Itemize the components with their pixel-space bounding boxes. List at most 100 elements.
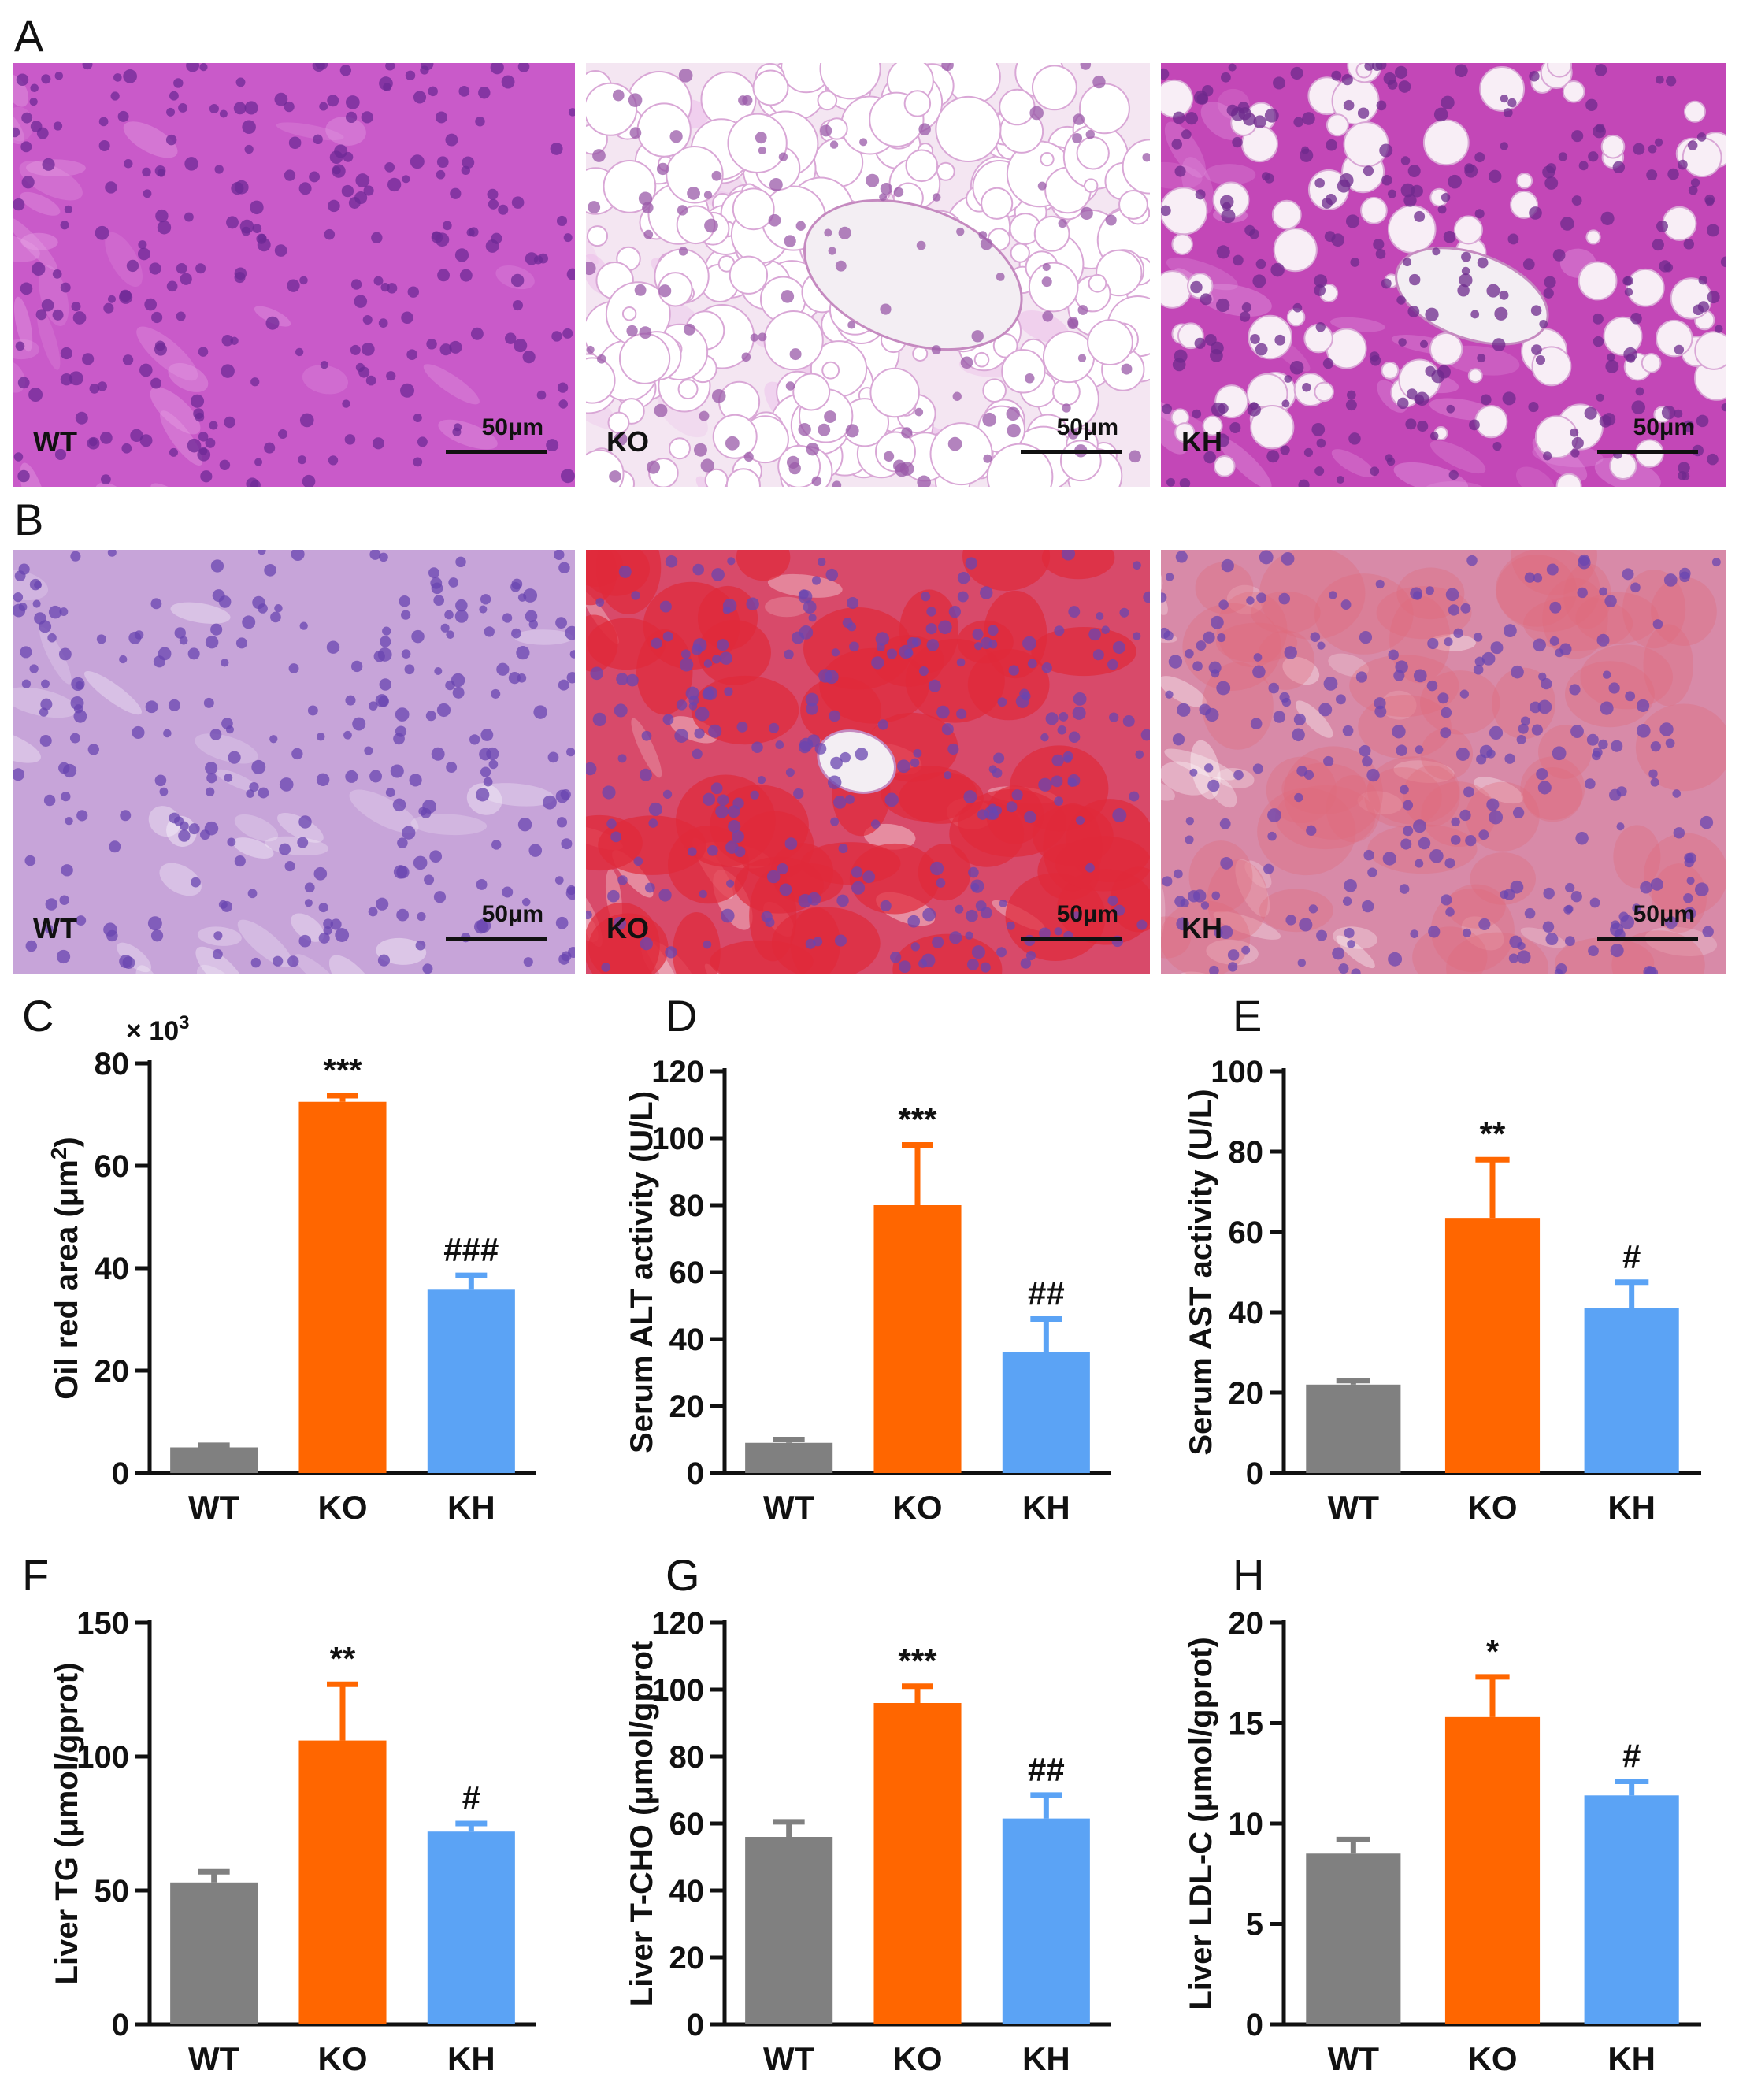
y-tick-label: 0 (112, 2008, 129, 2042)
y-tick-label: 20 (95, 1354, 130, 1389)
panel-letter-a: A (14, 11, 44, 61)
micrograph-b-ko: KO 50μm (586, 550, 1150, 974)
y-tick-label: 60 (95, 1149, 130, 1184)
y-axis-label: Liver T-CHO (μmol/gprot (625, 1641, 659, 2006)
bar-wt (745, 1837, 833, 2024)
bar-ko (298, 1740, 387, 2024)
y-tick-label: 0 (687, 1456, 704, 1491)
x-tick-label: KO (318, 2040, 368, 2077)
chart-d-serum-alt: 0 20 40 60 80 100 120 Serum ALT activity (U/L) W… (606, 1048, 1126, 1544)
x-tick-label: KH (1022, 1489, 1070, 1526)
panel-letter-b: B (14, 495, 44, 544)
x-tick-label: KH (1607, 2040, 1656, 2077)
x-tick-label: WT (188, 2040, 240, 2077)
group-label: KO (606, 912, 649, 944)
y-tick-label: 100 (1211, 1055, 1263, 1089)
y-tick-label: 80 (1229, 1135, 1264, 1170)
y-tick-label: 40 (669, 1323, 705, 1357)
bar-kh (1002, 1818, 1090, 2024)
significance-label: # (462, 1779, 480, 1816)
y-tick-label: 80 (95, 1047, 130, 1082)
scale-bar (1597, 937, 1698, 941)
bar-wt (1306, 1853, 1401, 2024)
x-tick-label: KH (447, 1489, 495, 1526)
micrograph-b-wt: WT 50μm (13, 550, 575, 974)
micrograph-b-kh: KH 50μm (1161, 550, 1726, 974)
y-tick-label: 100 (651, 1122, 704, 1156)
chart-h-liver-ldlc: 0 5 10 15 20 Liver LDL-C (μmol/gprot) WT KO * KH # (1166, 1599, 1717, 2095)
panel-letter-c: C (22, 991, 54, 1041)
scale-bar-label: 50μm (1056, 414, 1118, 440)
y-axis-label: Liver LDL-C (μmol/gprot) (1184, 1637, 1218, 2009)
panel-letter-g: G (666, 1550, 700, 1600)
tissue-image (13, 550, 575, 974)
scale-bar (1021, 450, 1122, 454)
y-axis-label: Serum AST activity (U/L) (1184, 1089, 1218, 1455)
panel-letter-h: H (1233, 1550, 1265, 1600)
significance-label: # (1622, 1238, 1641, 1275)
bar-ko (873, 1703, 962, 2024)
chart-g-liver-tcho: 0 20 40 60 80 100 120 Liver T-CHO (μmol/gprot WT… (606, 1599, 1126, 2095)
significance-label: ## (1028, 1275, 1065, 1312)
y-tick-label: 20 (669, 1941, 705, 1976)
scale-bar (1597, 450, 1698, 454)
group-label: KH (1181, 425, 1222, 458)
significance-label: *** (898, 1642, 937, 1679)
bar-kh (1002, 1352, 1090, 1473)
axis-multiplier: × 103 (126, 1012, 189, 1046)
bar-wt (745, 1442, 833, 1473)
scale-bar (446, 937, 547, 941)
significance-label: *** (898, 1101, 937, 1138)
y-tick-label: 60 (669, 1256, 705, 1290)
x-tick-label: WT (188, 1489, 240, 1526)
x-tick-label: KO (1468, 2040, 1518, 2077)
chart-f-liver-tg: 0 50 100 150 Liver TG (μmol/gprot) WT KO ** KH # (32, 1599, 551, 2095)
y-tick-label: 100 (76, 1740, 129, 1775)
y-tick-label: 120 (651, 1606, 704, 1641)
y-tick-label: 5 (1246, 1908, 1263, 1942)
y-tick-label: 80 (669, 1740, 705, 1775)
x-tick-label: KO (1468, 1489, 1518, 1526)
scale-bar-label: 50μm (1633, 414, 1695, 440)
y-tick-label: 15 (1229, 1707, 1264, 1742)
group-label: KH (1181, 912, 1222, 944)
significance-label: ** (1480, 1115, 1506, 1152)
y-tick-label: 20 (1229, 1376, 1264, 1411)
y-tick-label: 20 (1229, 1606, 1264, 1641)
bar-ko (1444, 1218, 1541, 1473)
group-label: WT (33, 912, 77, 944)
panel-letter-f: F (22, 1550, 50, 1600)
significance-label: * (1486, 1633, 1500, 1670)
y-axis-label: Oil red area (μm2) (46, 1137, 84, 1400)
tissue-image (1161, 550, 1726, 974)
y-tick-label: 80 (669, 1189, 705, 1223)
y-axis-label: Serum ALT activity (U/L) (625, 1091, 659, 1453)
x-tick-label: WT (1328, 2040, 1380, 2077)
y-tick-label: 150 (76, 1606, 129, 1641)
y-tick-label: 100 (651, 1673, 704, 1708)
tissue-image (13, 63, 575, 487)
chart-e-serum-ast: 0 20 40 60 80 100 Serum AST activity (U/L) WT KO… (1166, 1048, 1717, 1544)
chart-c-oil-red-area: 0 20 40 60 80 Oil red area (μm2) × 103 WT KO *** K… (32, 1012, 551, 1544)
bar-kh (1584, 1308, 1679, 1473)
x-tick-label: WT (1328, 1489, 1380, 1526)
micrograph-a-ko: KO 50μm (586, 63, 1150, 487)
y-tick-label: 50 (95, 1874, 130, 1909)
x-tick-label: KH (1607, 1489, 1656, 1526)
y-tick-label: 120 (651, 1055, 704, 1089)
y-tick-label: 40 (95, 1252, 130, 1286)
bar-wt (170, 1447, 258, 1473)
significance-label: ### (443, 1231, 499, 1268)
x-tick-label: KH (447, 2040, 495, 2077)
scale-bar-label: 50μm (1633, 901, 1695, 927)
x-tick-label: WT (763, 1489, 815, 1526)
bar-ko (1444, 1716, 1541, 2024)
scale-bar-label: 50μm (481, 901, 543, 927)
y-tick-label: 0 (1246, 2008, 1263, 2042)
bar-ko (298, 1101, 387, 1473)
scale-bar-label: 50μm (481, 414, 543, 440)
tissue-image (1161, 63, 1726, 487)
micrograph-a-wt: WT 50μm (13, 63, 575, 487)
group-label: WT (33, 425, 77, 458)
y-tick-label: 40 (669, 1874, 705, 1909)
